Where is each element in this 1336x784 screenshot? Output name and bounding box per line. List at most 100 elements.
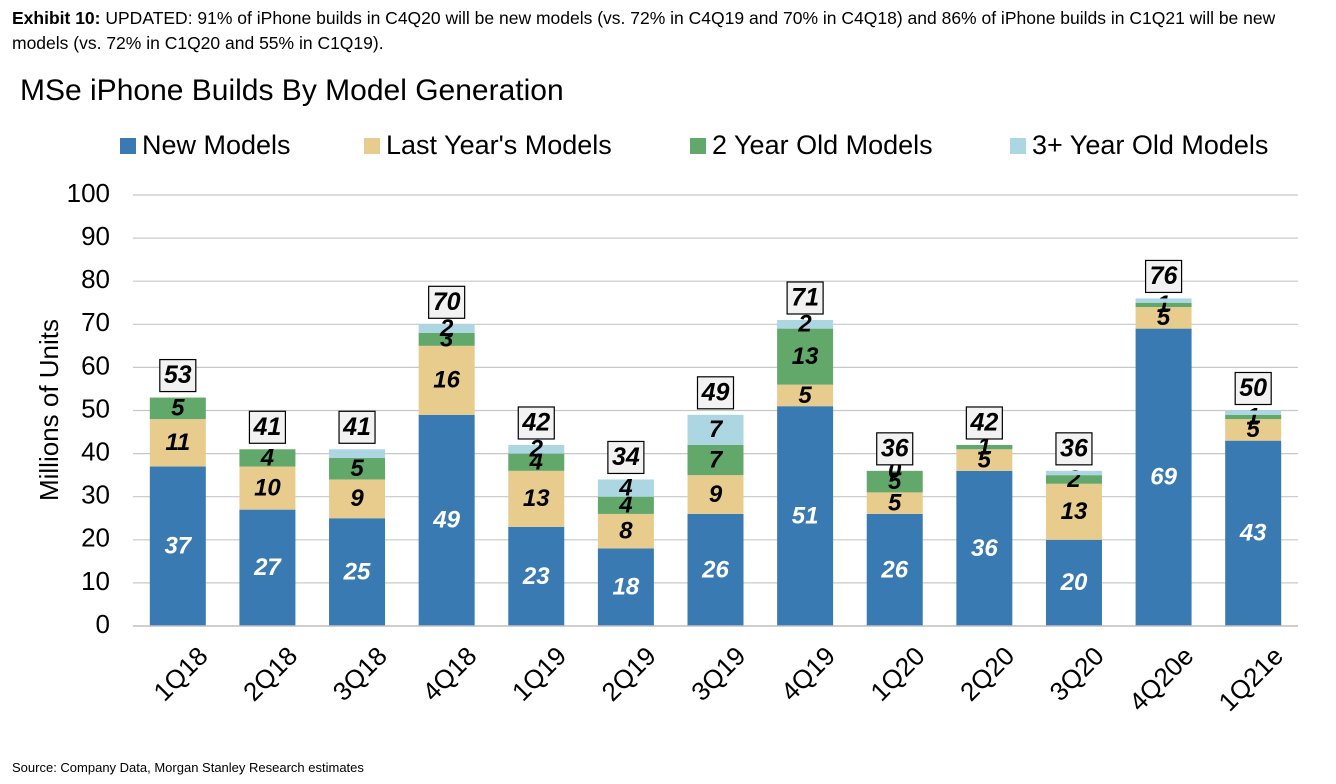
total-box-3q19 <box>696 376 735 410</box>
bar-2-year-old-models-3q18 <box>329 457 386 480</box>
data-label-3-plus-year-old-models-2q19: 4 <box>618 474 632 501</box>
data-label-last-years-models-3q20: 13 <box>1061 498 1088 525</box>
total-box-2q18 <box>248 410 287 444</box>
legend-swatch-3-plus-year-old-models <box>1010 137 1026 154</box>
bar-stack-3q18: 25 9 5 41 <box>329 410 386 626</box>
data-label-2-year-old-models-3q20: 2 <box>1066 466 1081 493</box>
y-tick-label-80: 80 <box>81 264 110 294</box>
data-label-new-models-3q19: 26 <box>701 556 729 583</box>
bar-last-years-models-2q19 <box>597 513 654 549</box>
data-label-2-year-old-models-1q21e: 1 <box>1247 403 1260 430</box>
bar-stack-3q20: 20 13 2 36 <box>1045 432 1102 626</box>
total-label-3q19: 49 <box>701 378 730 406</box>
bar-new-models-1q19 <box>508 526 565 626</box>
data-label-last-years-models-1q21e: 5 <box>1247 416 1261 443</box>
data-label-2-year-old-models-1q18: 5 <box>171 395 185 422</box>
legend-label-2-year-old-models: 2 Year Old Models <box>712 130 933 160</box>
y-tick-label-30: 30 <box>81 480 110 510</box>
x-tick-label-1q21e: 1Q21e <box>1213 641 1289 717</box>
data-label-new-models-2q18: 27 <box>253 554 282 581</box>
x-tick-label-1q18: 1Q18 <box>147 641 213 707</box>
data-label-new-models-2q20: 36 <box>971 535 998 562</box>
x-tick-label-2q19: 2Q19 <box>596 641 662 707</box>
bar-2-year-old-models-2q20 <box>956 444 1013 450</box>
data-label-last-years-models-1q18: 11 <box>165 429 190 456</box>
data-label-last-years-models-4q20e: 5 <box>1157 304 1171 331</box>
y-axis-label: Millions of Units <box>34 319 64 501</box>
total-label-1q19: 42 <box>521 409 550 437</box>
x-tick-label-4q19: 4Q19 <box>775 641 841 707</box>
bar-last-years-models-2q18 <box>239 466 296 510</box>
data-label-new-models-1q21e: 43 <box>1239 520 1267 547</box>
total-box-2q20 <box>965 406 1003 440</box>
chart-legend: New Models Last Year's Models 2 Year Old… <box>0 130 1336 166</box>
data-label-2-year-old-models-2q18: 4 <box>260 444 274 471</box>
bar-2-year-old-models-1q20 <box>866 470 923 493</box>
x-tick-label-3q18: 3Q18 <box>327 641 393 707</box>
legend-swatch-last-years-models <box>364 137 380 154</box>
bar-new-models-4q19 <box>777 406 834 626</box>
data-label-2-year-old-models-4q20e: 1 <box>1157 291 1170 318</box>
total-label-4q19: 71 <box>791 284 819 312</box>
data-label-2-year-old-models-1q19: 4 <box>529 449 543 476</box>
total-label-1q20: 36 <box>881 434 910 462</box>
total-box-3q20 <box>1055 432 1093 466</box>
legend-item-2-year-old-models: 2 Year Old Models <box>690 130 933 161</box>
data-label-3-plus-year-old-models-3q19: 7 <box>709 416 724 443</box>
data-label-last-years-models-1q20: 5 <box>888 490 902 517</box>
bar-2-year-old-models-3q20 <box>1045 475 1102 484</box>
exhibit-caption: Exhibit 10: UPDATED: 91% of iPhone build… <box>12 6 1330 56</box>
total-box-1q19 <box>517 406 555 440</box>
x-tick-label-2q18: 2Q18 <box>237 641 303 707</box>
data-label-last-years-models-2q20: 5 <box>978 446 992 473</box>
bar-last-years-models-1q21e <box>1225 419 1282 441</box>
bar-new-models-1q21e <box>1225 440 1282 626</box>
x-tick-label-1q19: 1Q19 <box>506 641 572 707</box>
data-label-new-models-4q20e: 69 <box>1150 464 1177 491</box>
data-label-2-year-old-models-4q19: 13 <box>792 343 819 370</box>
data-label-last-years-models-1q19: 13 <box>523 485 550 512</box>
total-label-2q20: 42 <box>969 409 998 437</box>
bars: 3711553271044125954149163270231342421884… <box>149 259 1282 626</box>
bar-stack-1q18: 37 11 5 53 <box>149 358 206 626</box>
bar-new-models-1q20 <box>866 513 923 626</box>
total-label-2q19: 34 <box>612 443 640 471</box>
data-label-2-year-old-models-3q18: 5 <box>350 455 364 482</box>
total-box-3q18 <box>338 410 376 444</box>
y-tick-label-90: 90 <box>81 221 110 251</box>
bar-stack-3q19: 26 9 7 7 49 <box>687 376 744 626</box>
x-axis-ticks: 1Q18 2Q18 3Q18 4Q18 1Q19 2Q19 3Q19 4Q19 1Q20 2Q20… <box>147 641 1289 717</box>
bar-3-plus-year-old-models-4q20e <box>1135 298 1192 303</box>
bar-new-models-2q20 <box>956 470 1013 626</box>
y-tick-label-70: 70 <box>81 307 110 337</box>
y-tick-label-60: 60 <box>81 350 110 380</box>
data-label-last-years-models-4q18: 16 <box>433 367 460 394</box>
data-label-2-year-old-models-2q19: 4 <box>618 492 632 519</box>
bar-new-models-3q18 <box>329 518 386 626</box>
exhibit-label: Exhibit 10: <box>12 8 101 28</box>
total-box-4q18 <box>428 285 466 319</box>
data-label-new-models-1q19: 23 <box>522 563 550 590</box>
data-label-new-models-1q18: 37 <box>164 533 192 560</box>
legend-item-new-models: New Models <box>120 130 291 161</box>
legend-item-last-years-models: Last Year's Models <box>364 130 612 161</box>
data-label-last-years-models-4q19: 5 <box>798 382 812 409</box>
data-label-new-models-2q19: 18 <box>613 574 640 601</box>
total-box-2q19 <box>607 440 645 475</box>
total-box-1q18 <box>159 358 197 393</box>
total-label-4q20e: 76 <box>1150 262 1179 290</box>
data-label-2-year-old-models-1q20: 5 <box>888 468 902 495</box>
total-box-1q20 <box>876 432 914 466</box>
bar-stack-4q19: 51 5 13 271 <box>777 281 834 626</box>
bar-new-models-1q18 <box>149 466 206 626</box>
bar-last-years-models-4q19 <box>777 384 834 407</box>
bar-2-year-old-models-1q19 <box>508 453 565 471</box>
source-note: Source: Company Data, Morgan Stanley Res… <box>12 760 364 775</box>
x-tick-label-4q18: 4Q18 <box>416 641 482 707</box>
bar-new-models-3q20 <box>1045 539 1102 626</box>
y-axis-ticks: 0 10 20 30 40 50 60 70 80 90 100 <box>67 178 110 639</box>
